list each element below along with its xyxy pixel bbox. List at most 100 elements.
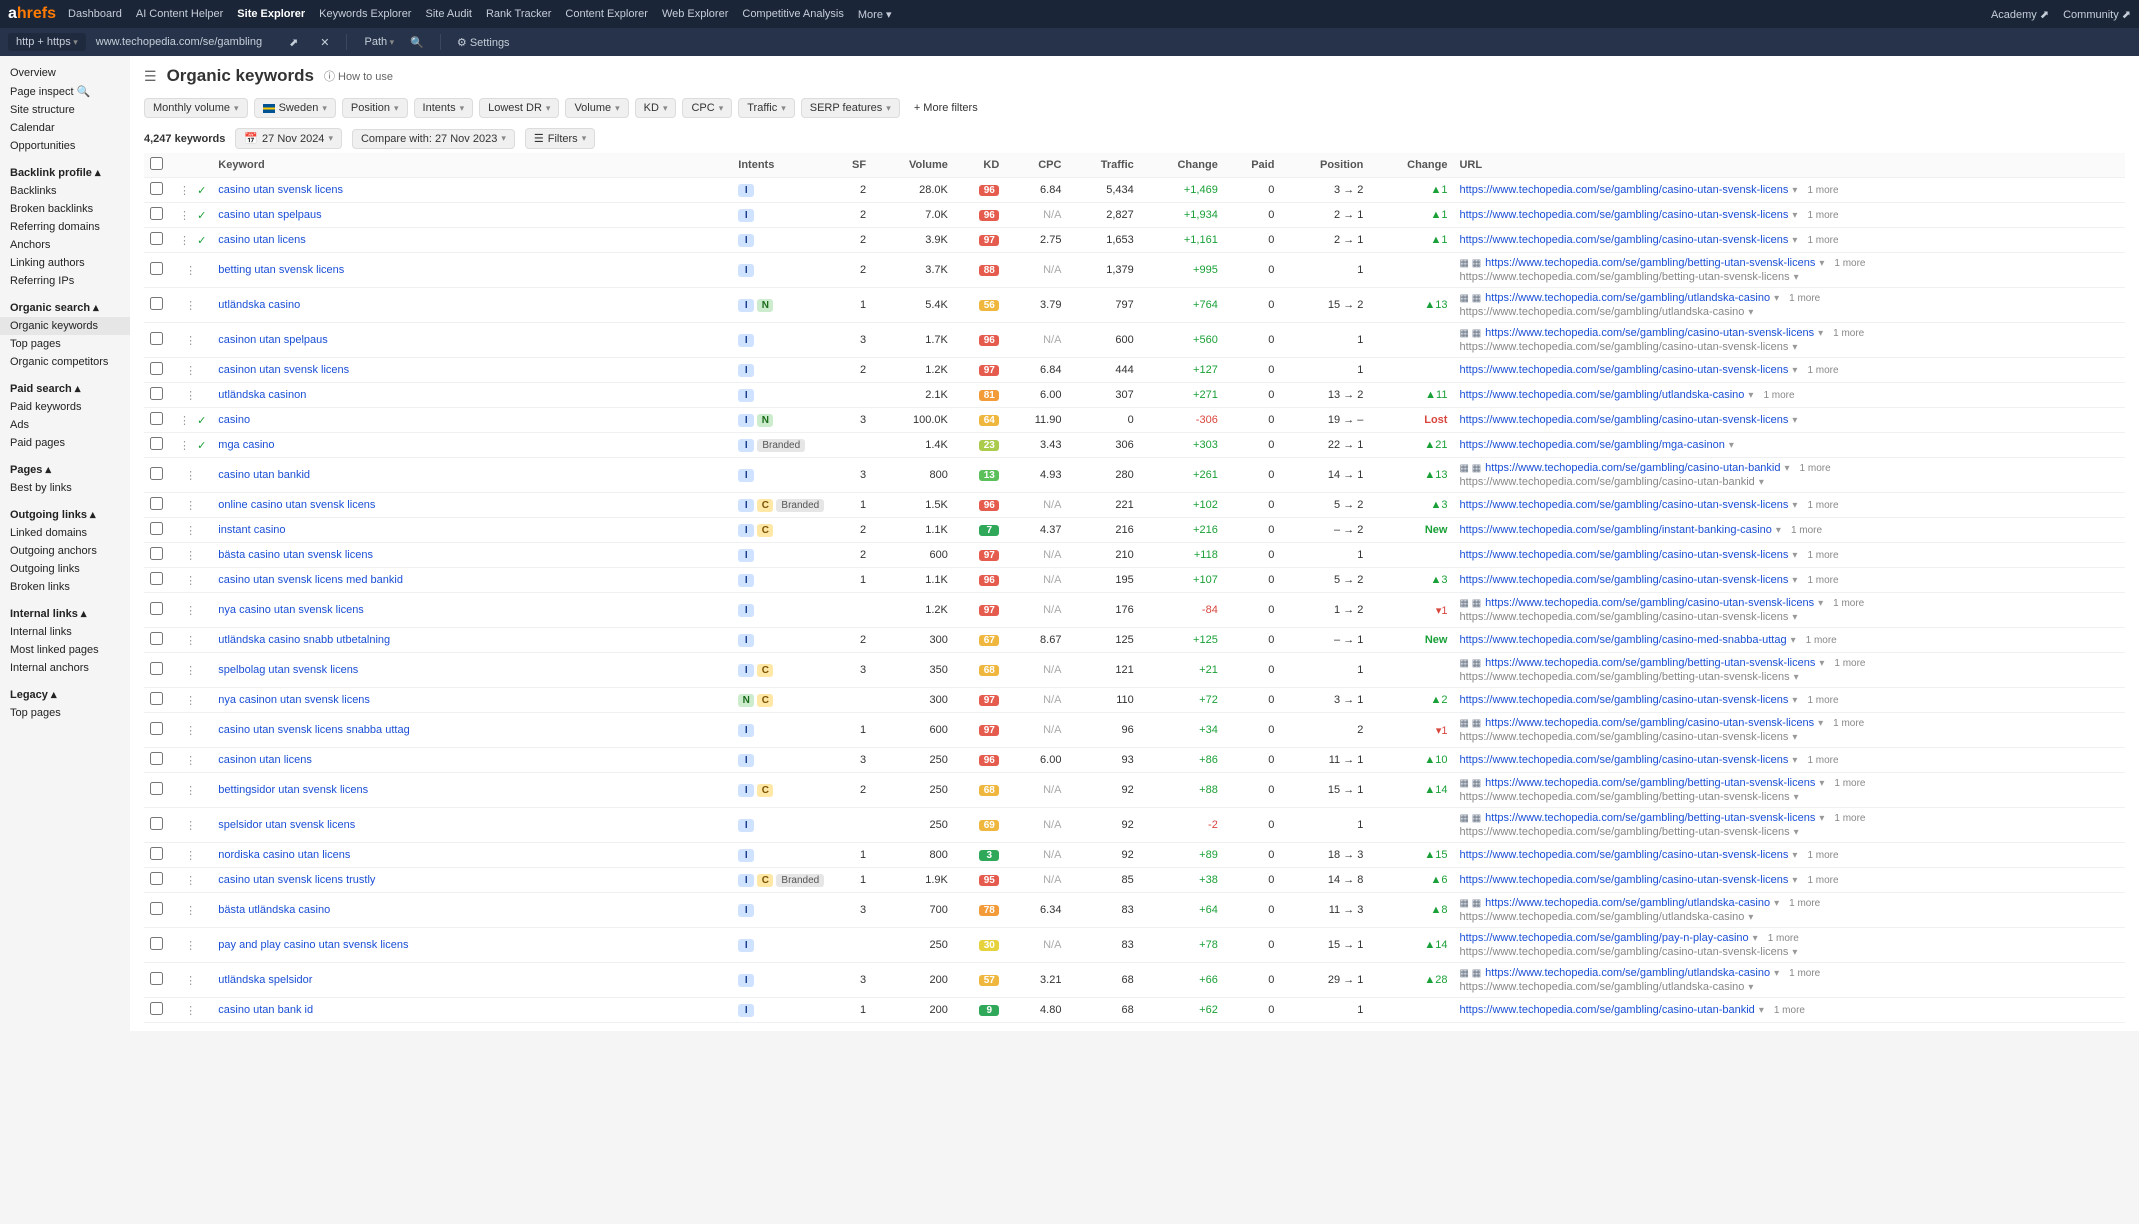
- url-link[interactable]: https://www.techopedia.com/se/gambling/c…: [1459, 694, 1788, 706]
- filter-chip[interactable]: Position: [342, 98, 408, 118]
- sidebar-item[interactable]: Linked domains: [10, 524, 130, 542]
- keyword-link[interactable]: utländska casino: [218, 299, 300, 311]
- row-checkbox[interactable]: [150, 387, 163, 400]
- row-menu-icon[interactable]: ⋮: [181, 820, 200, 832]
- keyword-link[interactable]: bettingsidor utan svensk licens: [218, 784, 368, 796]
- row-menu-icon[interactable]: ⋮: [181, 390, 200, 402]
- row-checkbox[interactable]: [150, 817, 163, 830]
- row-checkbox[interactable]: [150, 497, 163, 510]
- column-header[interactable]: URL: [1453, 153, 2125, 178]
- url-link-secondary[interactable]: https://www.techopedia.com/se/gambling/u…: [1459, 911, 1744, 923]
- target-url[interactable]: www.techopedia.com/se/gambling: [96, 36, 262, 48]
- column-header[interactable]: KD: [954, 153, 1005, 178]
- url-link-secondary[interactable]: https://www.techopedia.com/se/gambling/c…: [1459, 341, 1788, 353]
- filter-chip[interactable]: Intents: [414, 98, 474, 118]
- row-checkbox[interactable]: [150, 662, 163, 675]
- url-link[interactable]: https://www.techopedia.com/se/gambling/c…: [1459, 549, 1788, 561]
- more-link[interactable]: 1 more: [1807, 695, 1838, 706]
- url-link[interactable]: https://www.techopedia.com/se/gambling/c…: [1459, 1004, 1754, 1016]
- row-checkbox[interactable]: [150, 182, 163, 195]
- column-header[interactable]: Keyword: [212, 153, 732, 178]
- row-checkbox[interactable]: [150, 752, 163, 765]
- keyword-link[interactable]: casinon utan svensk licens: [218, 364, 349, 376]
- more-link[interactable]: 1 more: [1833, 598, 1864, 609]
- row-checkbox[interactable]: [150, 692, 163, 705]
- keyword-link[interactable]: casinon utan spelpaus: [218, 334, 327, 346]
- keyword-link[interactable]: casino utan svensk licens: [218, 184, 343, 196]
- url-link-secondary[interactable]: https://www.techopedia.com/se/gambling/c…: [1459, 476, 1754, 488]
- more-link[interactable]: 1 more: [1807, 185, 1838, 196]
- row-menu-icon[interactable]: ⋮: [181, 470, 200, 482]
- topnav-item[interactable]: Rank Tracker: [486, 8, 551, 21]
- topnav-item[interactable]: Site Explorer: [237, 8, 305, 21]
- sidebar-group[interactable]: Outgoing links ▴: [10, 505, 130, 524]
- column-header[interactable]: Intents: [732, 153, 830, 178]
- url-link[interactable]: https://www.techopedia.com/se/gambling/c…: [1459, 234, 1788, 246]
- sidebar-item[interactable]: Outgoing anchors: [10, 542, 130, 560]
- topnav-item[interactable]: Keywords Explorer: [319, 8, 411, 21]
- more-link[interactable]: 1 more: [1807, 235, 1838, 246]
- sidebar-item[interactable]: Top pages: [10, 704, 130, 722]
- url-link[interactable]: https://www.techopedia.com/se/gambling/u…: [1459, 389, 1744, 401]
- sidebar-item[interactable]: Referring domains: [10, 218, 130, 236]
- keyword-link[interactable]: nordiska casino utan licens: [218, 849, 350, 861]
- sidebar-item[interactable]: Organic keywords: [0, 317, 130, 335]
- sidebar-item[interactable]: Paid keywords: [10, 398, 130, 416]
- row-menu-icon[interactable]: ⋮: [181, 905, 200, 917]
- sidebar-item[interactable]: Broken links: [10, 578, 130, 596]
- row-checkbox[interactable]: [150, 847, 163, 860]
- url-link-secondary[interactable]: https://www.techopedia.com/se/gambling/c…: [1459, 731, 1788, 743]
- filter-chip[interactable]: Volume: [565, 98, 628, 118]
- more-link[interactable]: 1 more: [1833, 328, 1864, 339]
- sidebar-item[interactable]: Paid pages: [10, 434, 130, 452]
- more-link[interactable]: 1 more: [1834, 778, 1865, 789]
- url-link-secondary[interactable]: https://www.techopedia.com/se/gambling/u…: [1459, 306, 1744, 318]
- url-link[interactable]: https://www.techopedia.com/se/gambling/c…: [1459, 364, 1788, 376]
- column-header[interactable]: [169, 153, 212, 178]
- more-link[interactable]: 1 more: [1807, 550, 1838, 561]
- more-link[interactable]: 1 more: [1807, 850, 1838, 861]
- more-link[interactable]: 1 more: [1834, 813, 1865, 824]
- column-header[interactable]: Change: [1140, 153, 1224, 178]
- row-checkbox[interactable]: [150, 332, 163, 345]
- topnav-item[interactable]: Competitive Analysis: [742, 8, 844, 21]
- keyword-link[interactable]: utländska casinon: [218, 389, 306, 401]
- keyword-link[interactable]: spelsidor utan svensk licens: [218, 819, 355, 831]
- keyword-link[interactable]: casino: [218, 414, 250, 426]
- row-checkbox[interactable]: [150, 262, 163, 275]
- url-link[interactable]: https://www.techopedia.com/se/gambling/c…: [1459, 414, 1788, 426]
- sidebar-item[interactable]: Anchors: [10, 236, 130, 254]
- keyword-link[interactable]: utländska spelsidor: [218, 974, 312, 986]
- sidebar-item[interactable]: Ads: [10, 416, 130, 434]
- keyword-link[interactable]: bästa utländska casino: [218, 904, 330, 916]
- row-menu-icon[interactable]: ⋮: [181, 635, 200, 647]
- column-header[interactable]: Traffic: [1067, 153, 1139, 178]
- url-link[interactable]: https://www.techopedia.com/se/gambling/c…: [1459, 849, 1788, 861]
- more-filters[interactable]: + More filters: [906, 99, 986, 117]
- url-link-secondary[interactable]: https://www.techopedia.com/se/gambling/u…: [1459, 981, 1744, 993]
- url-link[interactable]: https://www.techopedia.com/se/gambling/m…: [1459, 439, 1724, 451]
- sidebar-group[interactable]: Legacy ▴: [10, 685, 130, 704]
- url-link[interactable]: https://www.techopedia.com/se/gambling/c…: [1459, 209, 1788, 221]
- date-select[interactable]: 📅 27 Nov 2024: [235, 128, 342, 149]
- keyword-link[interactable]: casino utan svensk licens med bankid: [218, 574, 403, 586]
- url-link-secondary[interactable]: https://www.techopedia.com/se/gambling/b…: [1459, 826, 1789, 838]
- row-menu-icon[interactable]: ⋮: [181, 1005, 200, 1017]
- row-menu-icon[interactable]: ⋮: [181, 665, 200, 677]
- url-link[interactable]: https://www.techopedia.com/se/gambling/c…: [1459, 874, 1788, 886]
- url-link[interactable]: https://www.techopedia.com/se/gambling/c…: [1459, 574, 1788, 586]
- row-menu-icon[interactable]: ⋮: [181, 940, 200, 952]
- row-menu-icon[interactable]: ⋮: [181, 850, 200, 862]
- sidebar-item[interactable]: Site structure: [10, 101, 130, 119]
- keyword-link[interactable]: instant casino: [218, 524, 285, 536]
- keyword-link[interactable]: casino utan svensk licens trustly: [218, 874, 375, 886]
- row-menu-icon[interactable]: ⋮: [175, 210, 194, 222]
- row-menu-icon[interactable]: ⋮: [181, 605, 200, 617]
- filter-chip[interactable]: Traffic: [738, 98, 794, 118]
- url-link-secondary[interactable]: https://www.techopedia.com/se/gambling/b…: [1459, 791, 1789, 803]
- sidebar-item[interactable]: Organic competitors: [10, 353, 130, 371]
- more-link[interactable]: 1 more: [1789, 968, 1820, 979]
- url-link[interactable]: https://www.techopedia.com/se/gambling/p…: [1459, 932, 1748, 944]
- sidebar-item[interactable]: Most linked pages: [10, 641, 130, 659]
- url-link[interactable]: https://www.techopedia.com/se/gambling/c…: [1459, 499, 1788, 511]
